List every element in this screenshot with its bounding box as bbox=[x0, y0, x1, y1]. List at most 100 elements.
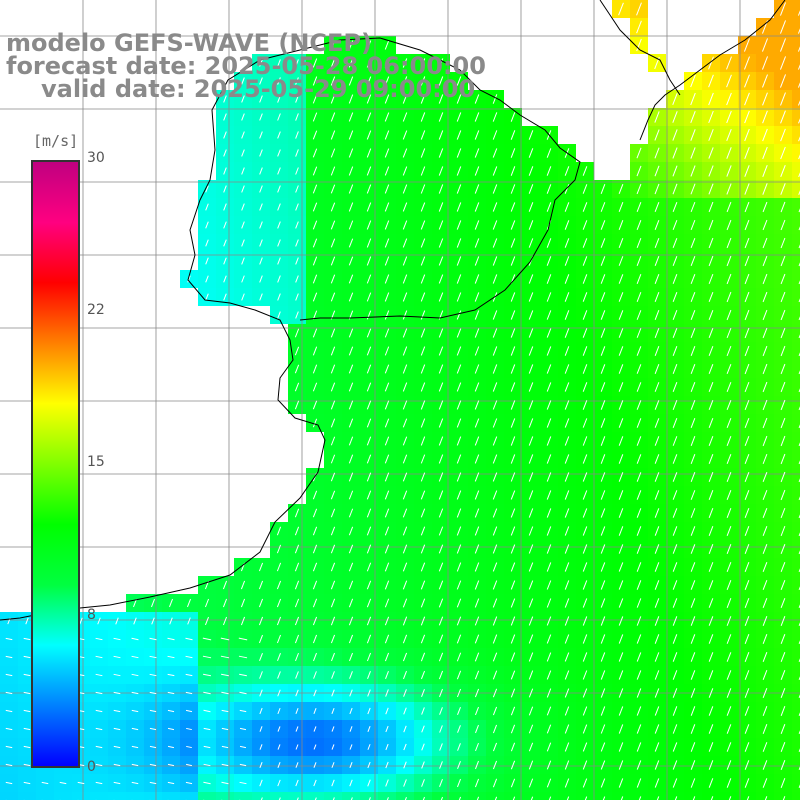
wind-cell bbox=[792, 738, 800, 756]
wind-arrow bbox=[312, 148, 318, 158]
wind-arrow bbox=[582, 328, 588, 338]
wind-arrow bbox=[384, 292, 390, 302]
wind-arrow bbox=[708, 634, 714, 644]
wind-arrow bbox=[510, 184, 516, 194]
wind-arrow bbox=[546, 202, 552, 212]
wind-arrow bbox=[761, 56, 769, 70]
wind-arrow bbox=[241, 203, 245, 211]
wind-arrow bbox=[277, 77, 281, 85]
wind-cell bbox=[792, 558, 800, 576]
wind-arrow bbox=[690, 219, 696, 231]
wind-arrow bbox=[348, 328, 354, 338]
wind-arrow bbox=[492, 274, 498, 284]
wind-arrow bbox=[366, 544, 372, 554]
wind-arrow bbox=[276, 526, 282, 536]
wind-arrow bbox=[366, 490, 372, 500]
wind-arrow bbox=[582, 688, 588, 698]
wind-cell bbox=[792, 540, 800, 558]
wind-arrow bbox=[348, 130, 354, 140]
wind-arrow bbox=[474, 130, 480, 140]
wind-arrow bbox=[238, 655, 248, 659]
wind-arrow bbox=[402, 580, 408, 590]
wind-arrow bbox=[385, 707, 389, 715]
wind-arrow bbox=[438, 418, 444, 428]
colorbar-tick-22: 22 bbox=[87, 302, 105, 318]
wind-cell bbox=[270, 792, 288, 800]
wind-arrow bbox=[636, 382, 642, 392]
wind-arrow bbox=[564, 328, 570, 338]
wind-arrow bbox=[510, 418, 516, 428]
wind-arrow bbox=[402, 238, 408, 248]
wind-arrow bbox=[241, 185, 245, 193]
wind-arrow bbox=[780, 309, 786, 321]
wind-arrow bbox=[654, 201, 660, 213]
wind-arrow bbox=[708, 652, 714, 662]
wind-arrow bbox=[780, 183, 786, 195]
wind-arrow bbox=[259, 652, 263, 662]
wind-arrow bbox=[690, 436, 696, 446]
wind-arrow bbox=[205, 239, 209, 247]
wind-arrow bbox=[420, 184, 426, 194]
wind-arrow bbox=[528, 616, 534, 626]
wind-arrow bbox=[348, 220, 354, 230]
wind-arrow bbox=[277, 779, 281, 787]
wind-arrow bbox=[113, 655, 121, 659]
wind-arrow bbox=[474, 382, 480, 392]
wind-arrow bbox=[528, 346, 534, 356]
wind-arrow bbox=[278, 797, 281, 800]
wind-arrow bbox=[762, 670, 768, 680]
wind-arrow bbox=[384, 184, 390, 194]
wind-arrow bbox=[312, 364, 318, 374]
wind-arrow bbox=[420, 400, 426, 410]
wind-cell bbox=[666, 792, 684, 800]
wind-arrow bbox=[636, 328, 642, 338]
wind-arrow bbox=[528, 706, 534, 716]
wind-arrow bbox=[133, 598, 137, 608]
wind-arrow bbox=[223, 167, 227, 175]
wind-arrow bbox=[600, 688, 606, 698]
wind-arrow bbox=[564, 418, 570, 428]
wind-arrow bbox=[510, 616, 516, 626]
wind-arrow bbox=[474, 688, 480, 698]
wind-arrow bbox=[708, 201, 714, 213]
wind-arrow bbox=[202, 637, 212, 641]
wind-arrow bbox=[277, 257, 281, 265]
wind-arrow bbox=[726, 345, 732, 357]
wind-arrow bbox=[330, 274, 336, 284]
wind-arrow bbox=[492, 112, 498, 122]
wind-arrow bbox=[402, 382, 408, 392]
wind-arrow bbox=[277, 167, 281, 175]
wind-arrow bbox=[564, 382, 570, 392]
wind-arrow bbox=[600, 400, 606, 410]
wind-arrow bbox=[726, 381, 732, 393]
wind-arrow bbox=[582, 580, 588, 590]
wind-arrow bbox=[726, 544, 732, 554]
wind-arrow bbox=[618, 760, 624, 770]
wind-arrow bbox=[762, 742, 768, 752]
wind-arrow bbox=[564, 472, 570, 482]
wind-arrow bbox=[384, 580, 390, 590]
wind-arrow bbox=[348, 58, 354, 68]
wind-arrow bbox=[312, 184, 318, 194]
wind-arrow bbox=[546, 418, 552, 428]
wind-arrow bbox=[204, 598, 210, 608]
wind-cell bbox=[18, 792, 36, 800]
wind-arrow bbox=[348, 346, 354, 356]
wind-arrow bbox=[564, 346, 570, 356]
wind-arrow bbox=[384, 328, 390, 338]
wind-arrow bbox=[528, 724, 534, 734]
wind-arrow bbox=[167, 727, 175, 731]
wind-arrow bbox=[564, 166, 570, 176]
wind-arrow bbox=[420, 292, 426, 302]
wind-arrow bbox=[636, 652, 642, 662]
wind-arrow bbox=[402, 436, 408, 446]
wind-arrow bbox=[600, 652, 606, 662]
wind-arrow bbox=[456, 436, 462, 446]
wind-arrow bbox=[221, 709, 229, 713]
wind-cell bbox=[540, 792, 558, 800]
wind-arrow bbox=[222, 580, 228, 590]
wind-arrow bbox=[492, 400, 498, 410]
wind-arrow bbox=[79, 617, 83, 625]
wind-arrow bbox=[690, 544, 696, 554]
colorbar-unit: [m/s] bbox=[33, 132, 79, 150]
